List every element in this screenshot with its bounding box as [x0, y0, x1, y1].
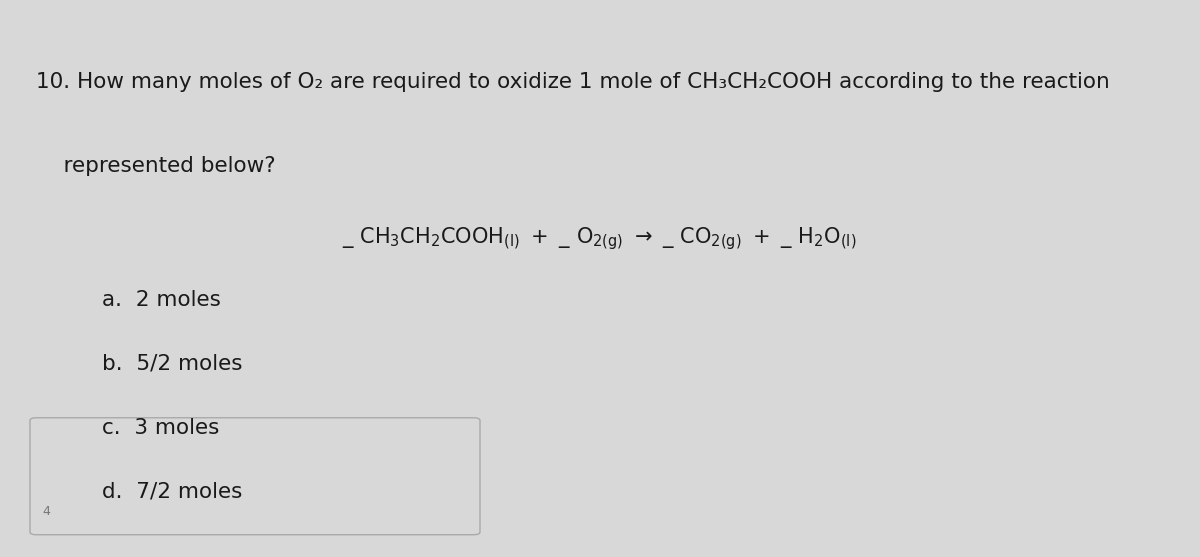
Text: 10. How many moles of O₂ are required to oxidize 1 mole of CH₃CH₂COOH according : 10. How many moles of O₂ are required to… [36, 72, 1110, 92]
FancyBboxPatch shape [30, 418, 480, 535]
Text: $\mathregular{\_\ CH_3CH_2COOH_{(l)}\ +\ \_\ O_{2(g)}\ \rightarrow\ \_\ CO_{2(g): $\mathregular{\_\ CH_3CH_2COOH_{(l)}\ +\… [342, 226, 857, 252]
Text: d.  7/2 moles: d. 7/2 moles [102, 482, 242, 502]
Text: c.  3 moles: c. 3 moles [102, 418, 220, 438]
Text: represented below?: represented below? [36, 156, 276, 176]
Text: b.  5/2 moles: b. 5/2 moles [102, 354, 242, 374]
Text: a.  2 moles: a. 2 moles [102, 290, 221, 310]
Text: 4: 4 [42, 505, 50, 518]
